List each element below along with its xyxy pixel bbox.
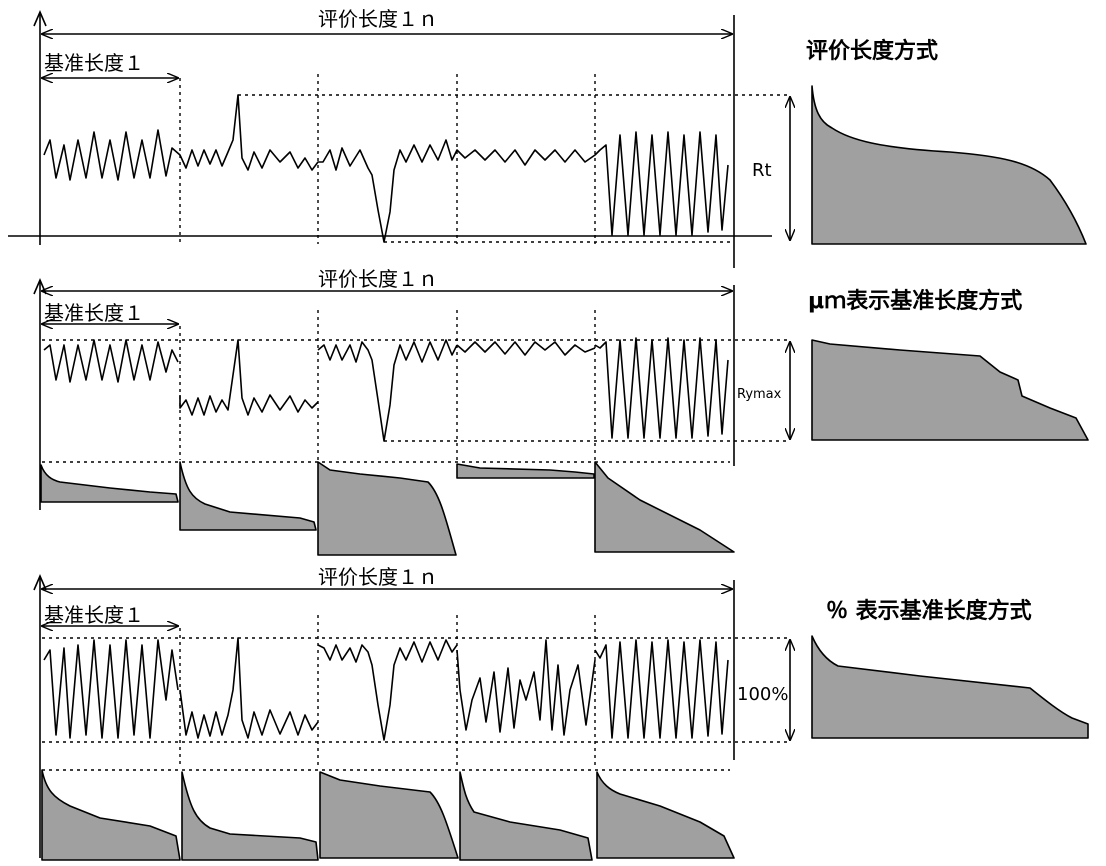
- row3-segment-bearing-curve: [319, 771, 459, 859]
- row2-method-title: μｍ表示基准长度方式: [808, 288, 1022, 314]
- row2-segment-bearing-curve: [594, 461, 735, 553]
- row2-roughness-profile: [317, 339, 458, 442]
- row2-roughness-profile: [43, 339, 179, 383]
- row3-segment-bearing-curve: [181, 771, 319, 861]
- row2-segment-bearing-curve: [40, 464, 179, 503]
- row1-evaluation-length-label: 评价长度１ｎ: [318, 7, 438, 31]
- row3-roughness-profile: [43, 639, 179, 739]
- row2-segment-bearing-curve: [456, 463, 595, 479]
- row2-bearing-curve: [811, 339, 1089, 441]
- row3-segment-bearing-curve: [41, 769, 181, 861]
- row3-sampling-length-label: 基准长度１: [44, 603, 144, 627]
- row3-evaluation-length-label: 评价长度１ｎ: [318, 565, 438, 589]
- row-percent-sampling-length-method: 评价长度１ｎ 基准长度１ 100% ％ 表示基准长度方式: [33, 565, 1089, 861]
- row3-segment-bearing-curve: [459, 771, 593, 861]
- row1-method-title: 评价长度方式: [806, 38, 938, 64]
- row2-segment-bearing-curve: [317, 461, 457, 556]
- row1-roughness-profile: [43, 94, 729, 243]
- row1-axis-arrowhead: [33, 9, 47, 27]
- row3-roughness-profile: [179, 637, 319, 739]
- row3-100-percent-label: 100%: [737, 684, 788, 705]
- row-um-sampling-length-method: 评价长度１ｎ 基准长度１ Rymax μｍ表示基准长度方式: [33, 267, 1089, 556]
- row2-roughness-profile: [456, 341, 596, 356]
- row-evaluation-length-method: 评价长度１ｎ 基准长度１ Rt 评价长度方式: [8, 7, 1087, 268]
- row1-bearing-curve: [811, 85, 1087, 245]
- row2-sampling-length-label: 基准长度１: [44, 301, 144, 325]
- row2-rymax-label: Rymax: [737, 387, 782, 402]
- row3-bearing-curve: [811, 635, 1089, 739]
- row1-rt-label: Rt: [752, 160, 772, 181]
- row3-method-title: ％ 表示基准长度方式: [826, 598, 1032, 624]
- row2-evaluation-length-label: 评价长度１ｎ: [318, 267, 438, 291]
- row3-roughness-profile: [456, 639, 596, 736]
- row2-roughness-profile: [594, 337, 729, 439]
- row2-roughness-profile: [179, 339, 319, 416]
- row1-sampling-length-label: 基准长度１: [44, 51, 144, 75]
- row3-segment-bearing-curve: [596, 771, 735, 859]
- row2-segment-bearing-curve: [179, 461, 317, 531]
- row3-roughness-profile: [594, 639, 729, 739]
- row3-roughness-profile: [317, 639, 458, 741]
